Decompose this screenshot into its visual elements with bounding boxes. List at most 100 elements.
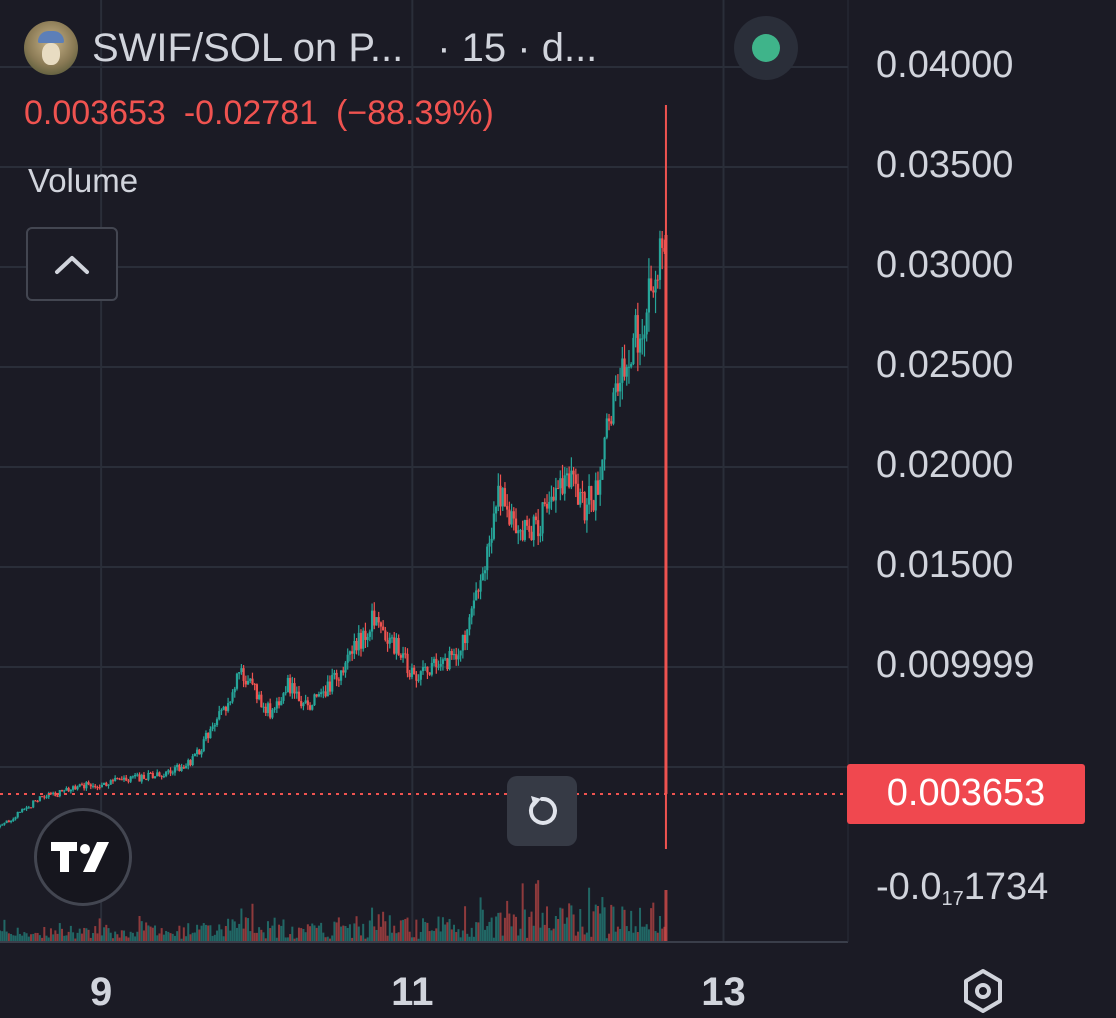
- volume-bar: [413, 937, 416, 942]
- volume-bar: [235, 927, 238, 942]
- candle-body: [40, 796, 44, 798]
- collapse-legend-button[interactable]: [26, 227, 118, 301]
- candle-body: [204, 732, 208, 740]
- market-status-indicator[interactable]: [734, 16, 798, 80]
- candle-body: [224, 706, 227, 711]
- candle-body: [129, 776, 132, 782]
- volume-bar: [639, 907, 642, 942]
- volume-bar: [284, 937, 287, 942]
- volume-bar: [125, 936, 128, 942]
- volume-bar: [12, 935, 15, 942]
- volume-bar: [178, 925, 181, 942]
- chevron-up-icon: [55, 256, 89, 274]
- candle-body: [388, 637, 391, 644]
- candle-body: [470, 608, 473, 618]
- candle-body: [304, 700, 307, 703]
- volume-bar: [654, 931, 657, 942]
- candle-body: [528, 525, 531, 532]
- chart-settings-button[interactable]: [956, 964, 1010, 1018]
- volume-bar: [526, 937, 529, 942]
- volume-bar: [453, 924, 456, 942]
- candle-body: [198, 749, 201, 755]
- candle-body: [353, 640, 356, 654]
- volume-bar: [233, 921, 236, 942]
- volume-bar: [335, 922, 338, 942]
- candle-body: [280, 700, 283, 706]
- volume-bar: [61, 928, 64, 942]
- candle-body: [43, 796, 46, 798]
- volume-bar: [72, 932, 75, 942]
- candle-body: [242, 668, 245, 681]
- volume-bar: [362, 923, 365, 942]
- volume-bar: [579, 909, 582, 942]
- candle-body: [229, 701, 232, 704]
- candle-body: [231, 692, 234, 702]
- candle-body: [100, 784, 103, 788]
- candle-body: [501, 488, 504, 507]
- volume-bar: [417, 938, 420, 942]
- candle-body: [182, 767, 185, 769]
- volume-bar: [448, 918, 451, 942]
- candle-body: [483, 570, 487, 574]
- candle-body: [284, 692, 287, 694]
- volume-bar: [271, 925, 274, 942]
- volume-indicator-label[interactable]: Volume: [28, 162, 139, 199]
- candle-body: [125, 777, 128, 781]
- candle-body: [122, 777, 126, 780]
- price-tick-label: 0.009999: [876, 644, 1035, 687]
- candle-body: [133, 774, 137, 777]
- candle-body: [96, 787, 99, 789]
- volume-bar: [154, 925, 157, 942]
- interval-label: · 15 · d...: [437, 25, 598, 70]
- volume-bar: [468, 936, 471, 942]
- volume-bar: [167, 931, 170, 942]
- volume-bar: [244, 917, 247, 942]
- volume-bar: [630, 910, 633, 942]
- candle-body: [415, 674, 418, 681]
- volume-bar: [103, 927, 106, 942]
- candle-body: [251, 678, 254, 684]
- candle-body: [140, 774, 143, 782]
- candle-body: [3, 822, 6, 825]
- reset-chart-button[interactable]: [507, 776, 577, 846]
- volume-bar: [94, 926, 97, 942]
- candle-body: [627, 366, 631, 368]
- volume-bar: [404, 918, 407, 942]
- candle-body: [570, 470, 573, 488]
- price-tick-label: 0.04000: [876, 44, 1014, 86]
- candle-body: [220, 709, 223, 712]
- candle-body: [399, 655, 402, 658]
- candle-body: [556, 488, 560, 490]
- candle-body: [153, 776, 157, 779]
- volume-bar: [368, 920, 371, 942]
- current-price-tag: 0.003653: [847, 763, 1085, 824]
- volume-bar: [484, 929, 487, 942]
- symbol-title[interactable]: SWIF/SOL on P... · 15 · d...: [92, 26, 597, 71]
- volume-bar: [74, 938, 77, 942]
- volume-bar: [240, 908, 243, 942]
- candle-body: [5, 820, 8, 823]
- candle-body: [47, 793, 50, 797]
- volume-bar: [601, 897, 604, 942]
- volume-bar: [557, 918, 560, 942]
- candle-body: [344, 662, 347, 673]
- tradingview-logo[interactable]: [34, 808, 132, 906]
- volume-bar: [83, 927, 86, 942]
- volume-bar: [512, 914, 515, 942]
- volume-bar: [264, 938, 267, 942]
- candle-body: [85, 782, 88, 789]
- candle-body: [191, 756, 194, 766]
- volume-bar: [216, 930, 219, 942]
- candle-body: [313, 694, 316, 706]
- volume-bar: [275, 937, 278, 942]
- volume-bar: [435, 928, 438, 942]
- candle-body: [581, 492, 584, 494]
- candle-body: [375, 617, 378, 626]
- candle-body: [446, 658, 449, 670]
- volume-bar: [519, 928, 522, 942]
- volume-bar: [523, 909, 526, 942]
- volume-bar: [34, 932, 37, 942]
- candle-body: [36, 801, 39, 803]
- candle-body: [455, 654, 458, 660]
